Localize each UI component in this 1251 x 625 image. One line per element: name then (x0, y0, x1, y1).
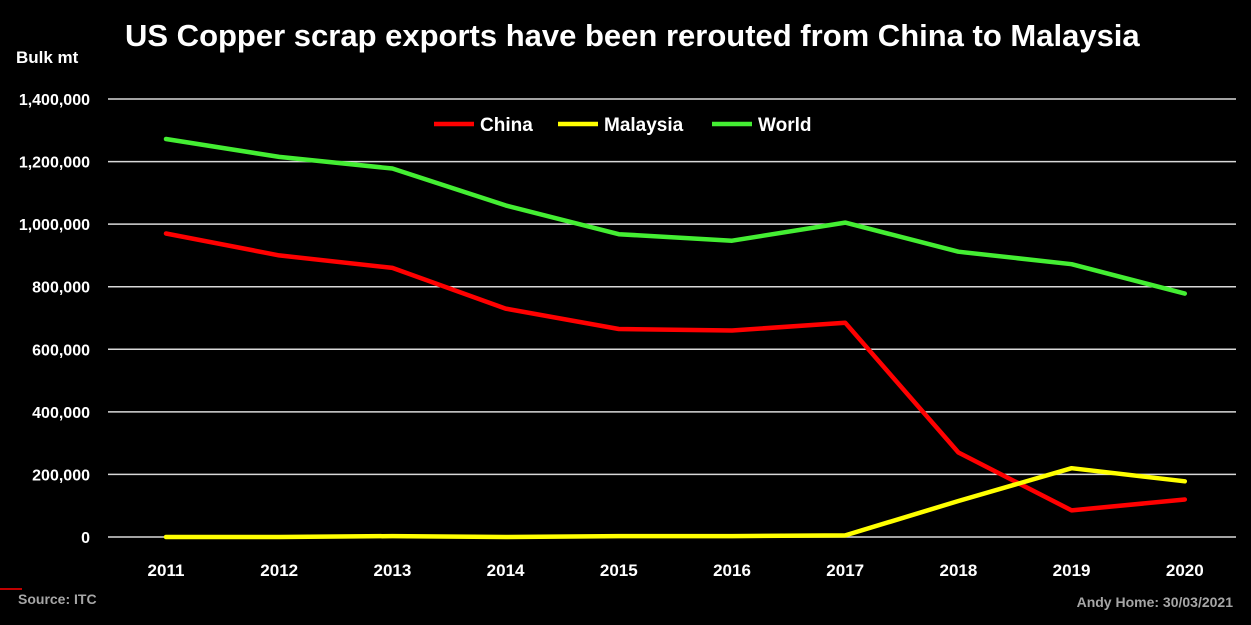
series-line-china (163, 231, 1188, 513)
y-axis-label: Bulk mt (16, 48, 79, 67)
chart-title: US Copper scrap exports have been rerout… (125, 18, 1140, 53)
x-tick-label: 2012 (260, 561, 298, 580)
x-tick-label: 2019 (1053, 561, 1091, 580)
x-tick-label: 2015 (600, 561, 638, 580)
legend: China Malaysia World (434, 115, 811, 136)
y-tick-label: 200,000 (32, 467, 90, 484)
accent-mark (0, 588, 22, 590)
y-tick-label: 1,200,000 (19, 155, 90, 172)
series-lines (163, 136, 1188, 540)
y-axis-tick-labels: 0 200,000 400,000 600,000 800,000 1,000,000 1,… (19, 92, 90, 547)
author-credit: Andy Home: 30/03/2021 (1076, 594, 1233, 610)
y-tick-label: 0 (81, 530, 90, 547)
y-tick-label: 1,400,000 (19, 92, 90, 109)
x-tick-label: 2014 (487, 561, 525, 580)
series-line-world (163, 136, 1188, 296)
y-tick-label: 800,000 (32, 280, 90, 297)
x-axis-tick-labels: 2011 2012 2013 2014 2015 2016 2017 2018 2019 2020 (148, 561, 1204, 580)
gridlines (108, 98, 1236, 538)
x-tick-label: 2017 (826, 561, 864, 580)
y-tick-label: 400,000 (32, 405, 90, 422)
legend-label-world: World (758, 115, 811, 136)
x-tick-label: 2013 (373, 561, 411, 580)
y-tick-label: 1,000,000 (19, 217, 90, 234)
x-tick-label: 2018 (939, 561, 977, 580)
x-tick-label: 2011 (148, 561, 185, 580)
series-line-malaysia (163, 465, 1188, 540)
x-tick-label: 2016 (713, 561, 751, 580)
source-note: Source: ITC (18, 591, 97, 607)
x-tick-label: 2020 (1166, 561, 1204, 580)
legend-label-malaysia: Malaysia (604, 115, 684, 136)
y-tick-label: 600,000 (32, 342, 90, 359)
legend-label-china: China (480, 115, 533, 136)
